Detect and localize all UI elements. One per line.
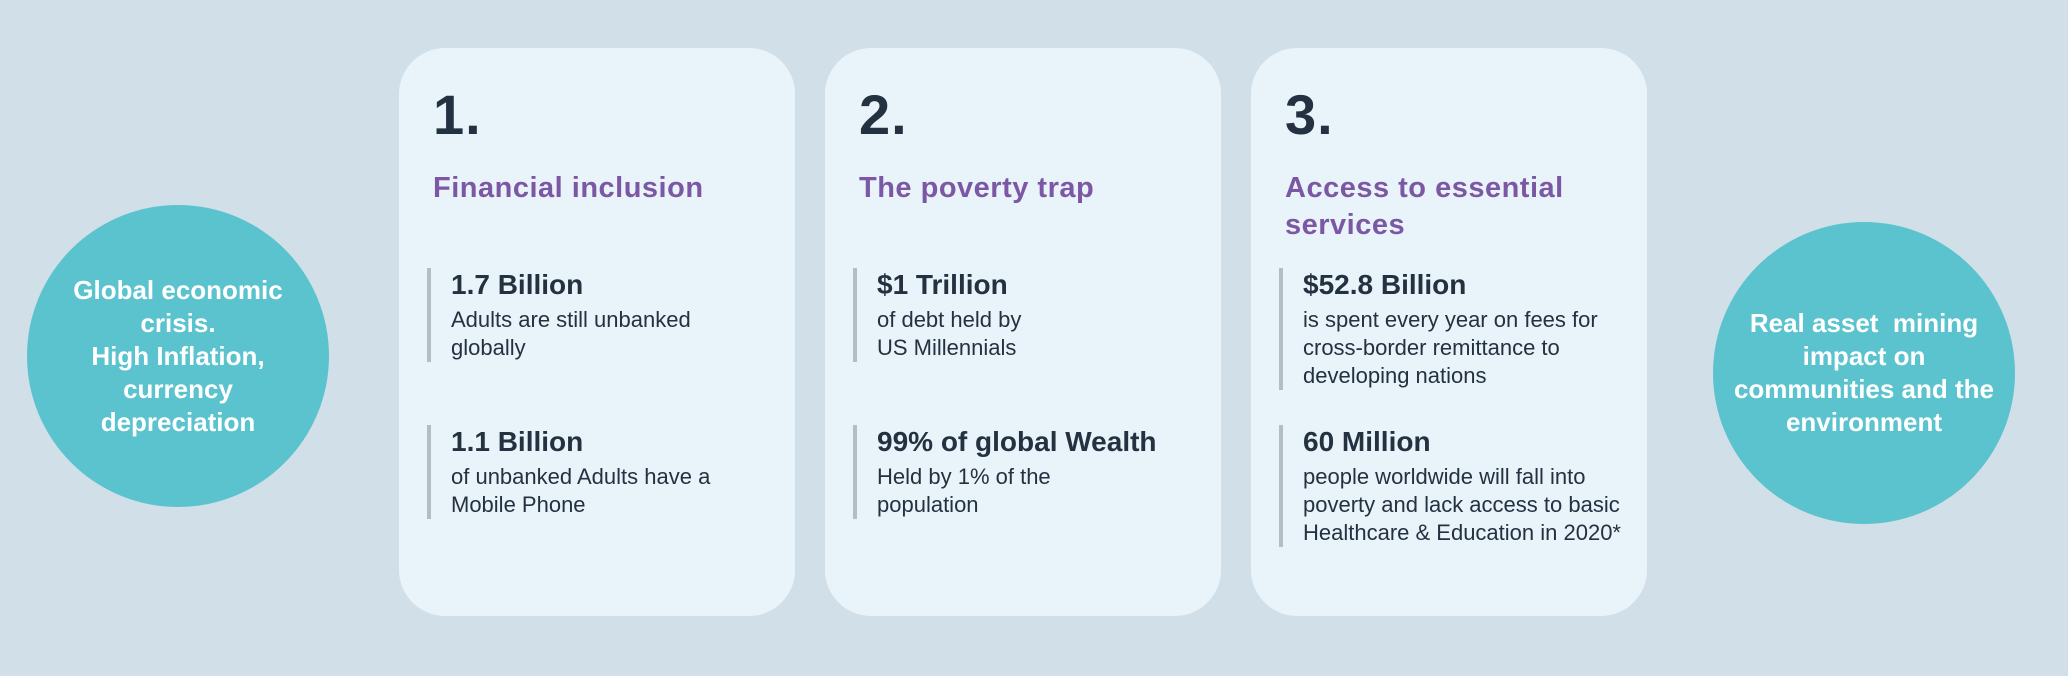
card-1-number: 1. bbox=[433, 83, 482, 146]
card-3-stat-1: $52.8 Billion is spent every year on fee… bbox=[1279, 268, 1639, 390]
stat-value: 1.1 Billion bbox=[451, 426, 584, 457]
stat-description: of debt held by US Millennials bbox=[877, 307, 1022, 360]
left-circle: Global economic crisis. High Inflation, … bbox=[27, 205, 329, 507]
stat-description: of unbanked Adults have a Mobile Phone bbox=[451, 464, 711, 517]
stat-value: 60 Million bbox=[1303, 426, 1431, 457]
stat-description: Held by 1% of the population bbox=[877, 464, 1051, 517]
left-circle-text: Global economic crisis. High Inflation, … bbox=[73, 274, 283, 437]
card-1-heading: Financial inclusion bbox=[433, 172, 704, 204]
card-poverty-trap: 2. The poverty trap $1 Trillion of debt … bbox=[825, 48, 1221, 616]
stat-description: Adults are still unbanked globally bbox=[451, 307, 691, 360]
card-2-stat-1: $1 Trillion of debt held by US Millennia… bbox=[853, 268, 1213, 362]
card-financial-inclusion: 1. Financial inclusion 1.7 Billion Adult… bbox=[399, 48, 795, 616]
stat-description: is spent every year on fees for cross-bo… bbox=[1303, 307, 1598, 388]
right-circle: Real asset mining impact on communities … bbox=[1713, 222, 2015, 524]
card-3-heading: Access to essential services bbox=[1285, 172, 1564, 241]
card-2-heading: The poverty trap bbox=[859, 172, 1095, 204]
card-2-stat-2: 99% of global Wealth Held by 1% of the p… bbox=[853, 425, 1213, 519]
stat-value: $52.8 Billion bbox=[1303, 269, 1467, 300]
card-1-stat-1: 1.7 Billion Adults are still unbanked gl… bbox=[427, 268, 787, 362]
stat-value: $1 Trillion bbox=[877, 269, 1008, 300]
card-3-number: 3. bbox=[1285, 83, 1334, 146]
card-1-stat-2: 1.1 Billion of unbanked Adults have a Mo… bbox=[427, 425, 787, 519]
card-3-stat-2: 60 Million people worldwide will fall in… bbox=[1279, 425, 1639, 547]
stat-value: 99% of global Wealth bbox=[877, 426, 1157, 457]
stat-value: 1.7 Billion bbox=[451, 269, 584, 300]
right-circle-text: Real asset mining impact on communities … bbox=[1733, 308, 1995, 437]
stat-description: people worldwide will fall into poverty … bbox=[1303, 464, 1621, 545]
card-access-essential-services: 3. Access to essential services $52.8 Bi… bbox=[1251, 48, 1647, 616]
card-2-number: 2. bbox=[859, 83, 908, 146]
